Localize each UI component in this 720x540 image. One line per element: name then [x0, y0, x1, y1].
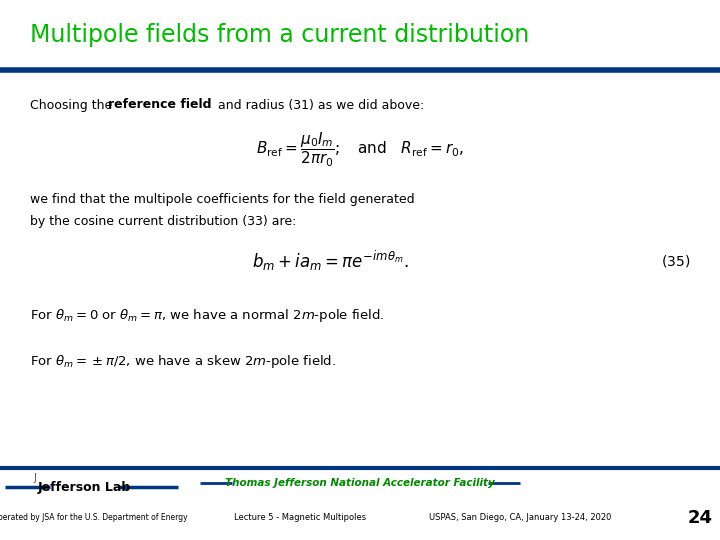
- Text: For $\theta_m = \pm\pi/2$, we have a skew $2m$-pole field.: For $\theta_m = \pm\pi/2$, we have a ske…: [30, 354, 336, 370]
- Text: Jefferson Lab: Jefferson Lab: [37, 481, 130, 494]
- Text: by the cosine current distribution (33) are:: by the cosine current distribution (33) …: [30, 215, 297, 228]
- Text: $b_m + ia_m = \pi e^{-im\theta_m}.$: $b_m + ia_m = \pi e^{-im\theta_m}.$: [252, 249, 408, 273]
- Text: For $\theta_m = 0$ or $\theta_m = \pi$, we have a normal $2m$-pole field.: For $\theta_m = 0$ or $\theta_m = \pi$, …: [30, 307, 384, 323]
- Text: Operated by JSA for the U.S. Department of Energy: Operated by JSA for the U.S. Department …: [0, 514, 188, 523]
- Text: $B_{\mathrm{ref}} = \dfrac{\mu_0 I_m}{2\pi r_0};$   and   $R_{\mathrm{ref}} = r_: $B_{\mathrm{ref}} = \dfrac{\mu_0 I_m}{2\…: [256, 131, 464, 169]
- Text: reference field: reference field: [108, 98, 212, 111]
- Text: Thomas Jefferson National Accelerator Facility: Thomas Jefferson National Accelerator Fa…: [225, 478, 495, 488]
- Text: Lecture 5 - Magnetic Multipoles: Lecture 5 - Magnetic Multipoles: [234, 514, 366, 523]
- Text: Multipole fields from a current distribution: Multipole fields from a current distribu…: [30, 23, 529, 47]
- Text: Choosing the: Choosing the: [30, 98, 116, 111]
- Text: 24: 24: [688, 509, 713, 527]
- Text: $(35)$: $(35)$: [661, 253, 690, 269]
- Text: and radius (31) as we did above:: and radius (31) as we did above:: [214, 98, 424, 111]
- Text: J: J: [34, 473, 37, 483]
- Text: we find that the multipole coefficients for the field generated: we find that the multipole coefficients …: [30, 193, 415, 206]
- Text: USPAS, San Diego, CA, January 13-24, 2020: USPAS, San Diego, CA, January 13-24, 202…: [429, 514, 611, 523]
